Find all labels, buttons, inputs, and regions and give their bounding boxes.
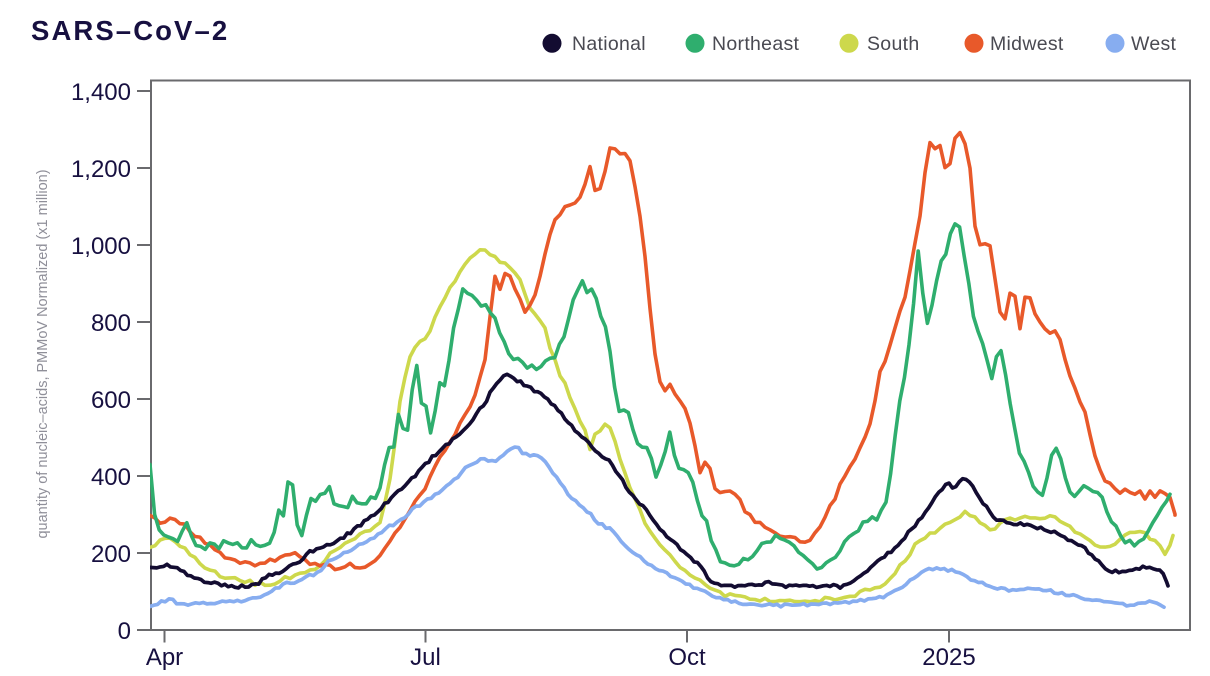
svg-text:400: 400	[91, 464, 131, 491]
svg-text:2025: 2025	[922, 644, 975, 671]
svg-text:quantity of nucleic–acids, PMM: quantity of nucleic–acids, PMMoV Normali…	[35, 169, 51, 538]
svg-text:Apr: Apr	[146, 644, 183, 671]
svg-text:Northeast: Northeast	[712, 33, 800, 55]
svg-text:Jul: Jul	[410, 644, 441, 671]
svg-text:SARS–CoV–2: SARS–CoV–2	[31, 15, 229, 46]
svg-text:Oct: Oct	[668, 644, 706, 671]
svg-text:National: National	[572, 33, 646, 55]
svg-text:200: 200	[91, 541, 131, 568]
svg-text:0: 0	[118, 618, 131, 645]
svg-text:West: West	[1131, 33, 1177, 55]
svg-text:800: 800	[91, 310, 131, 337]
svg-text:Midwest: Midwest	[990, 33, 1064, 55]
svg-text:1,000: 1,000	[71, 233, 131, 260]
svg-text:600: 600	[91, 387, 131, 414]
svg-text:1,200: 1,200	[71, 156, 131, 183]
svg-text:South: South	[867, 33, 919, 55]
svg-text:1,400: 1,400	[71, 79, 131, 106]
